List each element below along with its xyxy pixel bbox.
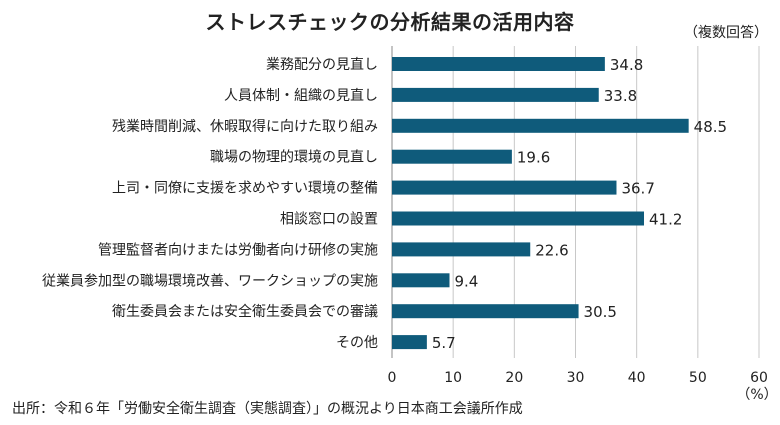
value-label: 5.7 — [432, 334, 456, 352]
bar — [392, 180, 617, 195]
value-label: 48.5 — [694, 118, 727, 136]
bar — [392, 87, 599, 102]
bar — [392, 273, 450, 288]
value-label: 30.5 — [584, 303, 617, 321]
bar — [392, 242, 531, 257]
category-label: 従業員参加型の職場環境改善、ワークショップの実施 — [42, 272, 378, 289]
category-label: 職場の物理的環境の見直し — [210, 149, 378, 166]
value-label: 9.4 — [454, 272, 478, 290]
bar — [392, 118, 689, 133]
category-label: 上司・同僚に支援を求めやすい環境の整備 — [112, 181, 378, 197]
category-label: 人員体制・組織の見直し — [224, 87, 378, 104]
x-tick-label: 30 — [567, 370, 585, 386]
bar — [392, 335, 427, 350]
value-label: 36.7 — [621, 180, 654, 198]
category-label: 管理監督者向けまたは労働者向け研修の実施 — [98, 241, 378, 258]
x-tick-label: 0 — [388, 370, 397, 386]
value-label: 41.2 — [649, 211, 682, 229]
value-label: 33.8 — [604, 87, 637, 105]
value-label: 19.6 — [517, 149, 550, 167]
bar — [392, 211, 645, 226]
multiple-answer-note: （複数回答） — [684, 25, 768, 41]
x-tick-label: 20 — [505, 370, 523, 386]
x-tick-label: 10 — [444, 370, 462, 386]
bar — [392, 149, 512, 164]
value-label: 22.6 — [535, 241, 568, 259]
bar — [392, 57, 605, 71]
x-axis-unit: （%） — [736, 387, 777, 403]
value-label: 34.8 — [610, 56, 643, 74]
x-tick-label: 40 — [628, 370, 646, 386]
chart-title: ストレスチェックの分析結果の活用内容 — [205, 10, 575, 34]
x-tick-label: 50 — [689, 370, 707, 386]
category-label: その他 — [336, 335, 378, 351]
bar — [392, 304, 579, 319]
category-label: 相談窓口の設置 — [280, 211, 378, 228]
category-label: 衛生委員会または安全衛生委員会での審議 — [112, 303, 378, 320]
category-label: 残業時間削減、休暇取得に向けた取り組み — [112, 118, 378, 135]
x-tick-label: 60 — [750, 370, 768, 386]
source-note: 出所：令和６年「労働安全衛生調査（実態調査）」の概況より日本商工会議所作成 — [12, 401, 523, 417]
category-label: 業務配分の見直し — [266, 56, 378, 73]
